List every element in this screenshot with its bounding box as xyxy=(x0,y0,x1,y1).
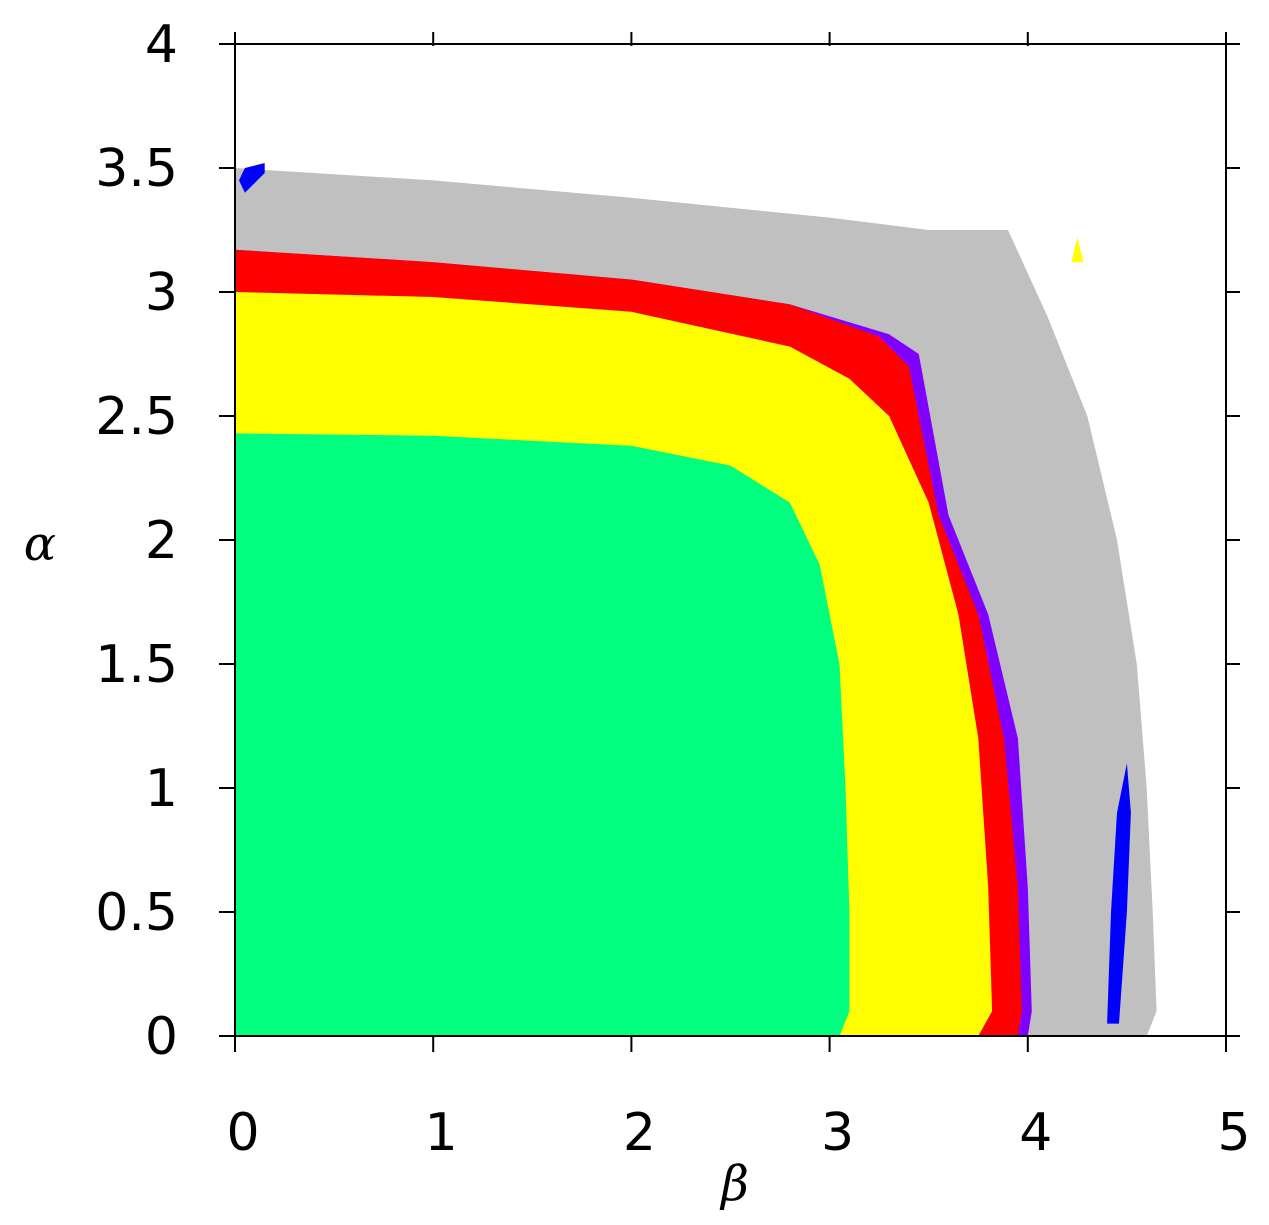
y-tick-label: 1.5 xyxy=(95,635,178,695)
y-axis-label: α xyxy=(24,516,56,572)
y-tick-label: 0.5 xyxy=(95,883,178,943)
x-tick-label: 2 xyxy=(623,1103,656,1163)
x-axis-ticks: 0 1 2 3 4 5 xyxy=(226,32,1251,1163)
x-tick-label: 5 xyxy=(1217,1103,1250,1163)
y-tick-label: 3 xyxy=(145,263,178,323)
y-tick-label: 2 xyxy=(145,511,178,571)
feature-patch-1 xyxy=(1107,763,1131,1024)
y-tick-label: 1 xyxy=(145,759,178,819)
feature-patch-0 xyxy=(239,163,265,193)
y-tick-label: 0 xyxy=(145,1007,178,1067)
x-tick-label: 0 xyxy=(226,1103,259,1163)
x-tick-label: 4 xyxy=(1019,1103,1052,1163)
y-tick-label: 2.5 xyxy=(95,387,178,447)
y-tick-label: 3.5 xyxy=(95,139,178,199)
phase-regions xyxy=(235,168,1157,1037)
x-axis-label: β xyxy=(719,1156,749,1212)
y-tick-label: 4 xyxy=(145,15,178,75)
y-axis-ticks: 0 0.5 1 1.5 2 2.5 3 3.5 4 xyxy=(95,15,1240,1067)
phase-region-4 xyxy=(235,433,850,1036)
x-tick-label: 3 xyxy=(821,1103,854,1163)
feature-patch-2 xyxy=(1071,237,1084,263)
scatter-features xyxy=(239,163,1131,1024)
x-tick-label: 1 xyxy=(425,1103,458,1163)
